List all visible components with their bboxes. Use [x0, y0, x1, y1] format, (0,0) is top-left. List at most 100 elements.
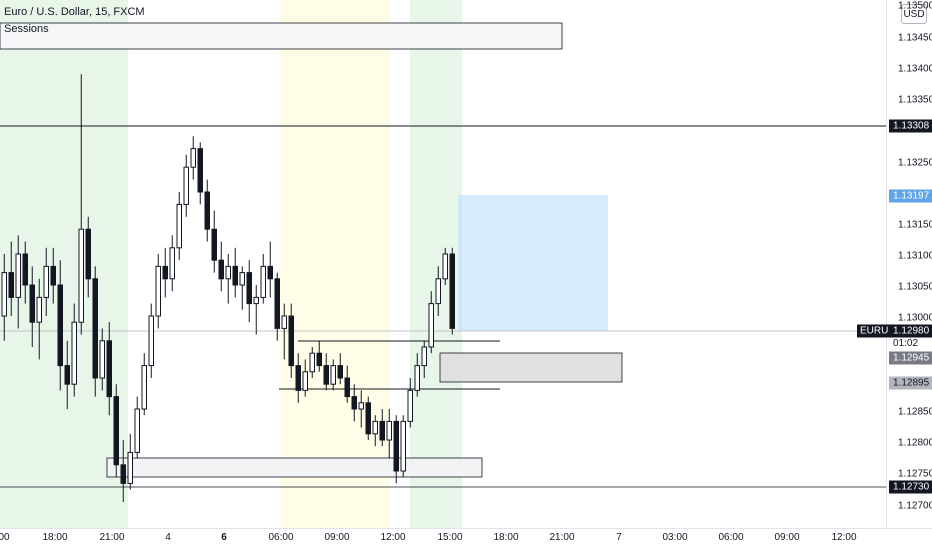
candle-up: [71, 321, 77, 385]
time-label: 15:00: [437, 532, 463, 543]
time-label: 12:00: [380, 532, 406, 543]
time-label: 09:00: [774, 532, 800, 543]
time-label: 18:00: [493, 532, 519, 543]
price-label: 1.13400: [898, 63, 932, 75]
time-label: 6: [221, 532, 227, 543]
session-backgrounds: [0, 0, 462, 528]
candle-down: [316, 352, 322, 367]
candle-down: [162, 265, 168, 280]
target-zone[interactable]: [458, 195, 608, 331]
candle-up: [428, 303, 434, 348]
time-label: 06:00: [268, 532, 294, 543]
candle-up: [281, 315, 287, 329]
candle-up: [421, 346, 427, 367]
price-tag-stop[interactable]: 1.12895: [889, 376, 932, 390]
candle-down: [449, 253, 455, 329]
price-label: 1.13150: [898, 219, 932, 231]
candle-down: [379, 420, 385, 441]
candle-down: [29, 284, 35, 323]
candle-up: [386, 420, 392, 441]
currency-badge[interactable]: USD: [901, 4, 927, 24]
time-label: 21:00: [99, 532, 125, 543]
candle-down: [120, 464, 126, 484]
time-label: 06:00: [718, 532, 744, 543]
candle-up: [127, 451, 133, 484]
price-label: 1.13250: [898, 157, 932, 169]
candle-down: [204, 191, 210, 230]
candle-up: [36, 296, 42, 323]
candle-up: [183, 166, 189, 205]
candle-down: [197, 148, 203, 193]
price-tag-level-low[interactable]: 1.12730: [889, 480, 932, 494]
price-tag-target[interactable]: 1.13197: [889, 189, 932, 203]
price-label: 1.13500: [898, 0, 932, 12]
time-label: 4: [165, 532, 171, 543]
time-axis[interactable]: [0, 528, 932, 551]
price-tag-level-high[interactable]: 1.13308: [889, 119, 932, 133]
candle-down: [246, 272, 252, 305]
chart-title: Euro / U.S. Dollar, 15, FXCM: [4, 6, 145, 18]
price-label: 1.13100: [898, 250, 932, 262]
candle-down: [106, 340, 112, 398]
candle-up: [1, 272, 7, 317]
candle-up: [176, 203, 182, 249]
price-label: 1.13450: [898, 32, 932, 44]
candle-up: [372, 420, 378, 435]
price-label: 1.13050: [898, 281, 932, 293]
price-label: 1.12850: [898, 406, 932, 418]
candle-up: [155, 265, 161, 317]
candle-down: [57, 284, 63, 367]
bar-countdown: 01:02: [893, 338, 919, 349]
candle-up: [190, 148, 196, 168]
candle-down: [274, 278, 280, 329]
time-label: 03:00: [662, 532, 688, 543]
candle-up: [253, 296, 259, 305]
candles: [1, 74, 455, 502]
time-label: 09:00: [324, 532, 350, 543]
time-label: 00: [0, 532, 10, 543]
price-label: 1.12750: [898, 468, 932, 480]
candle-up: [43, 265, 49, 298]
candle-down: [288, 315, 294, 367]
order-block-lower[interactable]: [106, 457, 483, 478]
price-scale[interactable]: [886, 0, 932, 528]
candle-down: [344, 377, 350, 398]
order-block-upper[interactable]: [439, 352, 623, 383]
candle-up: [78, 228, 84, 323]
candle-up: [260, 265, 266, 298]
price-tag-current: 1.12980: [889, 324, 932, 338]
sessions-label[interactable]: Sessions: [4, 23, 49, 35]
time-label: 18:00: [42, 532, 68, 543]
candle-down: [8, 272, 14, 298]
price-label: 1.12800: [898, 437, 932, 449]
candle-up: [15, 253, 21, 298]
candle-down: [351, 396, 357, 410]
candle-up: [141, 365, 147, 410]
candle-down: [337, 365, 343, 379]
candle-up: [225, 265, 231, 280]
candle-down: [393, 420, 399, 472]
candle-up: [148, 315, 154, 367]
candle-up: [99, 340, 105, 379]
candle-up: [400, 420, 406, 472]
candle-down: [218, 259, 224, 280]
price-label: 1.13350: [898, 94, 932, 106]
candle-down: [232, 265, 238, 286]
session-bg-london: [0, 0, 128, 528]
sessions-indicator-box[interactable]: [0, 22, 563, 50]
candle-up: [134, 408, 140, 453]
candle-up: [435, 278, 441, 305]
candle-up: [239, 272, 245, 286]
price-label: 1.13000: [898, 312, 932, 324]
time-label: 12:00: [831, 532, 857, 543]
candle-down: [113, 396, 119, 466]
candle-down: [85, 228, 91, 280]
session-bg-asia: [279, 0, 390, 528]
candle-down: [50, 265, 56, 286]
candle-up: [358, 402, 364, 410]
candle-down: [323, 365, 329, 385]
price-tag-entry[interactable]: 1.12945: [889, 351, 932, 365]
candle-up: [407, 389, 413, 422]
candle-up: [302, 371, 308, 391]
